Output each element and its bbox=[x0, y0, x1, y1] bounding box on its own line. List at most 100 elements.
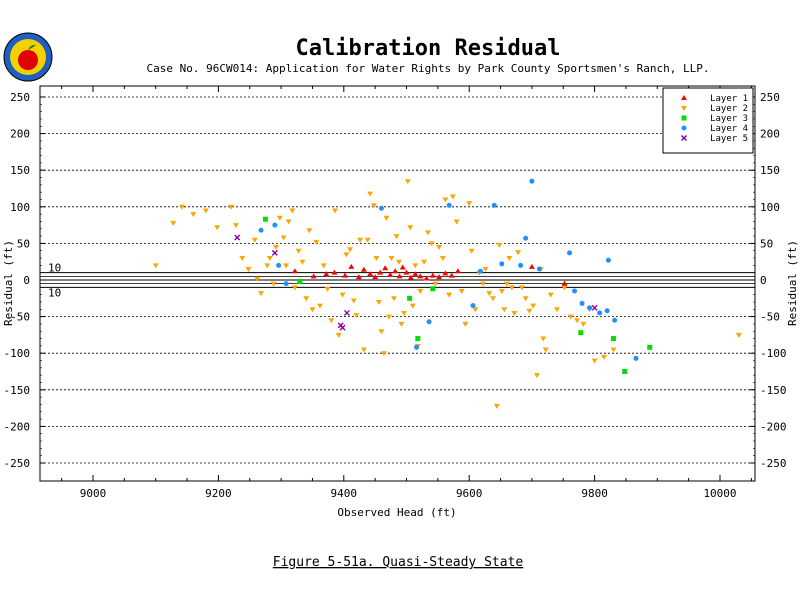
data-point bbox=[370, 203, 377, 209]
data-point bbox=[412, 263, 419, 269]
data-point bbox=[604, 308, 610, 314]
data-point bbox=[540, 336, 547, 342]
data-point bbox=[343, 252, 350, 258]
y-tick-label: 100 bbox=[10, 201, 30, 214]
data-point bbox=[501, 307, 508, 313]
data-point bbox=[276, 215, 283, 221]
data-point bbox=[273, 245, 280, 251]
data-point bbox=[407, 274, 414, 280]
data-point bbox=[179, 204, 186, 210]
data-point bbox=[499, 261, 505, 267]
data-point bbox=[415, 336, 421, 342]
data-point bbox=[395, 259, 402, 265]
data-point bbox=[331, 269, 338, 275]
data-point bbox=[272, 222, 278, 228]
data-point bbox=[239, 256, 246, 262]
data-point bbox=[458, 288, 465, 294]
data-point bbox=[442, 270, 449, 276]
y-tick-label: 200 bbox=[760, 128, 780, 141]
data-point bbox=[417, 273, 424, 279]
data-point bbox=[373, 256, 380, 262]
y-axis-left: -250 -200 -150 -100 -50 0 50 100 150 200 250 bbox=[4, 91, 45, 470]
data-point bbox=[503, 281, 510, 287]
data-point bbox=[390, 296, 397, 302]
data-point bbox=[547, 292, 554, 298]
data-point bbox=[470, 303, 476, 309]
legend-marker bbox=[681, 125, 687, 131]
data-point bbox=[572, 288, 578, 294]
y-axis-label-left: Residual (ft) bbox=[2, 240, 15, 326]
data-point bbox=[152, 263, 159, 269]
data-point bbox=[258, 227, 264, 233]
data-point bbox=[316, 303, 323, 309]
data-point bbox=[285, 219, 292, 225]
data-point bbox=[449, 194, 456, 200]
y-tick-label: 0 bbox=[23, 274, 30, 287]
data-point bbox=[266, 256, 273, 262]
series-layer-3 bbox=[262, 216, 653, 374]
data-point bbox=[468, 248, 475, 254]
y-tick-label: -100 bbox=[760, 347, 787, 360]
data-point bbox=[387, 271, 394, 277]
data-point bbox=[348, 263, 355, 269]
data-point bbox=[466, 201, 473, 207]
data-point bbox=[234, 234, 241, 241]
data-point bbox=[647, 344, 653, 350]
data-point bbox=[353, 313, 360, 319]
data-point bbox=[414, 344, 420, 350]
data-point bbox=[310, 273, 317, 279]
data-point bbox=[378, 205, 384, 211]
data-point bbox=[454, 268, 461, 274]
y-tick-label: -200 bbox=[4, 420, 31, 433]
legend-marker bbox=[681, 135, 687, 141]
legend-label: Layer 1 bbox=[710, 94, 748, 104]
data-point bbox=[407, 225, 414, 231]
reference-label: 10 bbox=[48, 262, 61, 275]
data-point bbox=[439, 256, 446, 262]
y-tick-label: -50 bbox=[760, 311, 780, 324]
x-stroke bbox=[343, 309, 350, 316]
data-point bbox=[323, 271, 330, 277]
data-point bbox=[262, 216, 268, 222]
x-tick-label: 9600 bbox=[456, 487, 483, 500]
data-point bbox=[561, 285, 568, 291]
x-stroke bbox=[339, 324, 346, 331]
data-point bbox=[202, 208, 209, 214]
legend-marker bbox=[681, 106, 687, 111]
x-axis-label: Observed Head (ft) bbox=[337, 506, 456, 519]
data-point bbox=[567, 250, 573, 256]
series-layer-4 bbox=[258, 178, 639, 361]
data-point bbox=[377, 269, 384, 275]
data-point bbox=[574, 318, 581, 324]
y-tick-label: 50 bbox=[760, 237, 773, 250]
y-tick-label: -200 bbox=[760, 420, 787, 433]
data-point bbox=[190, 212, 197, 218]
data-point bbox=[289, 208, 296, 214]
data-point bbox=[367, 271, 374, 277]
data-point bbox=[482, 267, 489, 273]
data-point bbox=[610, 347, 617, 353]
data-point bbox=[306, 228, 313, 234]
data-point bbox=[421, 259, 428, 265]
data-point bbox=[446, 202, 452, 208]
data-point bbox=[587, 305, 593, 311]
data-point bbox=[398, 321, 405, 327]
data-point bbox=[291, 285, 298, 291]
data-point bbox=[579, 300, 585, 306]
data-point bbox=[328, 318, 335, 324]
data-point bbox=[375, 299, 382, 305]
data-point bbox=[496, 242, 503, 248]
data-point bbox=[380, 351, 387, 357]
data-point bbox=[364, 237, 371, 243]
data-point bbox=[320, 263, 327, 269]
data-point bbox=[578, 330, 584, 336]
data-point bbox=[378, 329, 385, 335]
data-point bbox=[424, 230, 431, 236]
data-point bbox=[291, 268, 298, 274]
y-tick-label: 150 bbox=[760, 164, 780, 177]
data-point bbox=[601, 354, 608, 360]
data-point bbox=[462, 321, 469, 327]
data-point bbox=[430, 286, 436, 292]
data-point bbox=[258, 291, 265, 297]
